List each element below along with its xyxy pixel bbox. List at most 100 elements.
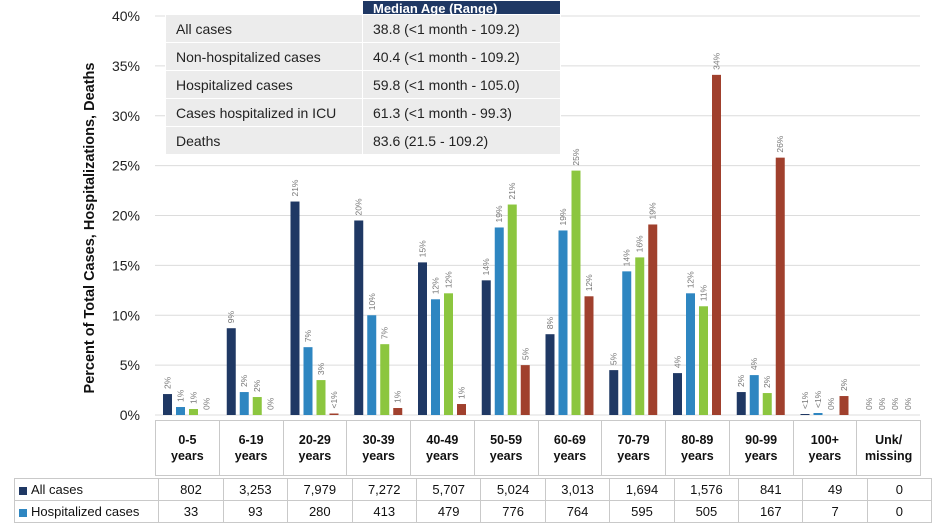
age-group-label-line: years	[171, 449, 204, 463]
data-label: 0%	[877, 397, 887, 410]
count-cell: 3,253	[222, 478, 289, 501]
bar	[813, 413, 823, 415]
age-group-label-line: years	[681, 449, 714, 463]
data-label: 9%	[226, 310, 236, 323]
bar	[507, 204, 517, 415]
age-group-label: 20-29 years	[282, 420, 348, 476]
age-group-label-line: 30-39	[362, 433, 395, 447]
bar	[635, 257, 645, 415]
bar	[686, 293, 695, 415]
count-cell: 413	[351, 500, 417, 523]
data-labels: 2%9%21%20%15%14%8%5% 4%2%<1% 0%1%2%7%10%12…	[163, 52, 913, 410]
data-label: <1%	[800, 391, 810, 409]
bar	[481, 280, 491, 415]
data-label: 12%	[431, 277, 441, 294]
count-cell: 0	[866, 478, 932, 501]
data-label: 34%	[712, 52, 722, 69]
age-group-label-line: years	[234, 449, 268, 463]
data-label: 11%	[699, 284, 709, 301]
bar	[762, 393, 772, 415]
bar	[329, 413, 339, 415]
hospitalized-legend-swatch	[19, 508, 27, 517]
data-label: 5%	[520, 347, 530, 360]
counts-table: All cases 802 3,253 7,979 7,272 5,707 5,…	[13, 478, 932, 523]
age-group-label-line: 60-69	[553, 433, 586, 447]
data-label: 1%	[393, 390, 403, 403]
age-group-label: 30-39 years	[346, 420, 411, 476]
age-distribution-chart: 0% 5% 10% 15% 20% 25% 30% 35% 40% 2% 9% 21% 20% 15% 1…	[112, 8, 920, 423]
bars	[163, 74, 849, 415]
bar	[712, 74, 721, 415]
counts-row-label: Hospitalized cases	[31, 504, 140, 519]
count-cell: 841	[738, 478, 804, 501]
age-group-label: 6-19 years	[218, 420, 284, 476]
count-cell: 1,576	[673, 478, 740, 501]
data-label: 2%	[762, 375, 772, 388]
age-group-label: 100+ years	[792, 420, 858, 476]
median-row-label: All cases	[165, 14, 363, 43]
all-cases-legend-swatch	[19, 486, 27, 495]
bar	[800, 414, 810, 415]
age-group-label-line: years	[553, 449, 587, 463]
count-cell: 93	[222, 500, 289, 523]
age-group-label: 0-5 years	[155, 420, 220, 476]
median-table-row: Deaths 83.6 (21.5 - 109.2)	[165, 126, 561, 155]
data-label: 14%	[622, 249, 632, 266]
data-label: 20%	[354, 198, 364, 215]
y-tick-label: 20%	[112, 208, 140, 224]
median-age-table: Median Age (Range) All cases 38.8 (<1 mo…	[165, 0, 561, 155]
data-label: 4%	[749, 357, 759, 370]
data-label: 7%	[380, 326, 390, 339]
data-label: 2%	[163, 376, 173, 389]
median-row-label: Cases hospitalized in ICU	[165, 98, 363, 127]
bar	[316, 380, 326, 415]
median-table-row: Cases hospitalized in ICU 61.3 (<1 month…	[165, 98, 561, 127]
bar	[673, 373, 682, 415]
bar	[775, 157, 785, 415]
counts-row-label: All cases	[31, 482, 84, 497]
count-cell: 167	[738, 500, 804, 523]
bar	[609, 370, 619, 415]
age-group-label-line: years	[426, 449, 459, 463]
age-group-label-line: years	[362, 449, 395, 463]
bar	[290, 201, 300, 415]
data-label: 10%	[367, 293, 377, 310]
bar	[736, 392, 746, 415]
data-label: 12%	[444, 271, 454, 288]
data-label: 14%	[481, 258, 491, 275]
data-label: 19%	[494, 205, 504, 222]
bar	[545, 334, 555, 415]
age-group-label-line: 100+	[810, 433, 839, 447]
bar	[520, 365, 530, 415]
count-cell: 280	[287, 500, 353, 523]
data-label: 2%	[252, 379, 262, 392]
data-label: 4%	[673, 355, 683, 368]
median-row-value: 61.3 (<1 month - 99.3)	[362, 98, 561, 127]
data-label: 3%	[316, 362, 326, 375]
bar	[648, 224, 658, 415]
bar	[239, 392, 249, 415]
data-label: <1%	[813, 390, 823, 408]
bar	[367, 315, 377, 415]
count-cell: 7	[802, 500, 868, 523]
age-group-label-line: 50-59	[490, 433, 523, 447]
data-label: 2%	[239, 374, 249, 387]
count-cell: 479	[415, 500, 482, 523]
count-cell: 33	[158, 500, 224, 523]
count-cell: 49	[802, 478, 868, 501]
count-cell: 1,694	[609, 478, 675, 501]
data-label: 0%	[890, 397, 900, 410]
age-group-label: 70-79 years	[601, 420, 666, 476]
bar	[252, 397, 262, 415]
counts-row-hospitalized: Hospitalized cases 33 93 280 413 479 776…	[13, 500, 932, 523]
count-cell: 595	[609, 500, 675, 523]
data-label: 19%	[648, 202, 658, 219]
age-group-label-line: 70-79	[617, 433, 650, 447]
age-group-label-line: 90-99	[745, 433, 778, 447]
data-label: 5%	[609, 352, 619, 365]
age-group-label-line: 6-19	[238, 433, 264, 447]
bar	[584, 296, 594, 415]
count-cell: 7,979	[287, 478, 353, 501]
age-group-label-line: 20-29	[298, 433, 331, 447]
count-cell: 5,707	[415, 478, 482, 501]
